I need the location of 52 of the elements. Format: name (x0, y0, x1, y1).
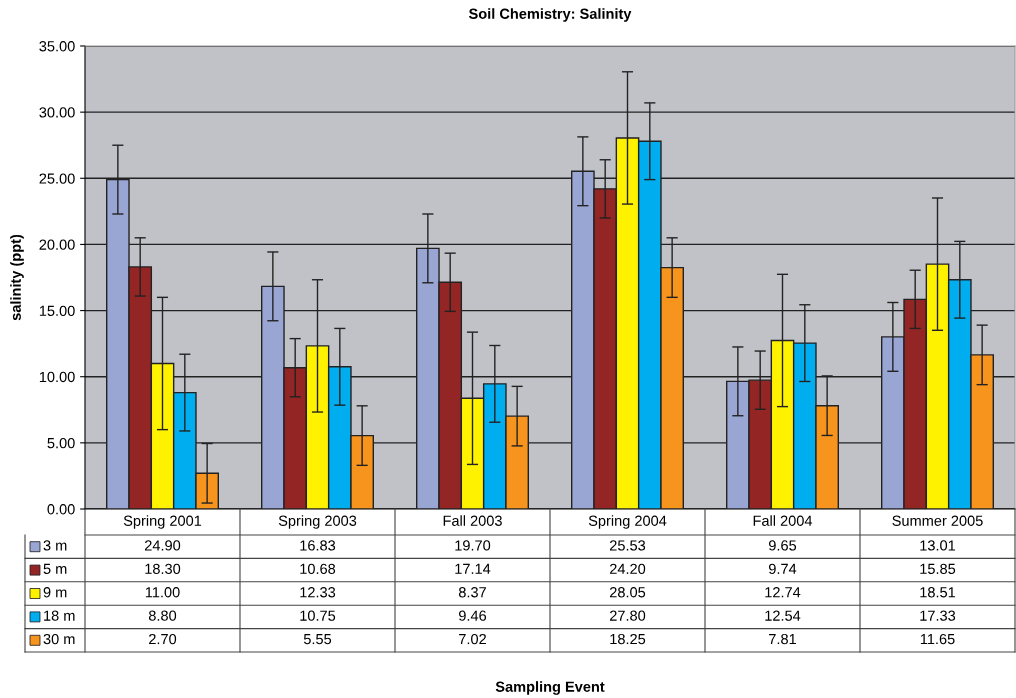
x-tick-label: Summer 2005 (892, 515, 983, 526)
chart-title: Soil Chemistry: Salinity (468, 8, 632, 22)
y-axis-title: salinity (ppt) (10, 234, 24, 321)
data-label: 15.85 (920, 563, 956, 575)
y-tick-label: 0.00 (47, 504, 75, 515)
data-label: 8.37 (458, 587, 486, 598)
data-label: 11.65 (920, 633, 955, 645)
y-tick-label: 20.00 (39, 239, 75, 250)
data-label: 16.83 (300, 540, 336, 551)
x-tick-label: Spring 2001 (123, 515, 202, 529)
data-label: 28.05 (609, 587, 646, 598)
legend-label: 18 m (44, 610, 75, 621)
y-tick-label: 15.00 (39, 305, 75, 316)
y-tick-label: 35.00 (39, 41, 75, 52)
data-label: 19.70 (455, 540, 491, 551)
data-label: 10.75 (300, 610, 336, 621)
legend-label: 5 m (43, 563, 67, 575)
x-tick-label: Fall 2004 (753, 515, 813, 526)
data-label: 27.80 (609, 610, 646, 621)
data-label: 24.20 (609, 563, 646, 575)
y-tick-label: 25.00 (39, 173, 75, 184)
legend-label: 30 m (43, 633, 75, 645)
legend-label: 3 m (43, 540, 67, 551)
x-tick-label: Spring 2004 (588, 515, 667, 529)
data-label: 9.65 (768, 540, 797, 551)
data-label: 17.33 (920, 610, 956, 621)
legend-label: 9 m (43, 587, 67, 598)
x-tick-label: Fall 2003 (443, 515, 502, 526)
x-tick-label: Spring 2003 (278, 515, 357, 529)
data-label: 5.55 (303, 634, 332, 645)
y-tick-label: 30.00 (39, 107, 75, 118)
data-label: 24.90 (144, 540, 181, 551)
data-label: 8.80 (148, 610, 177, 621)
data-label: 17.14 (455, 563, 491, 574)
data-label: 10.68 (300, 563, 336, 575)
data-label: 2.70 (149, 633, 177, 645)
data-label: 12.54 (765, 610, 801, 621)
data-label: 13.01 (920, 540, 956, 551)
data-label: 7.81 (769, 633, 796, 645)
data-label: 9.74 (768, 563, 797, 575)
y-tick-label: 10.00 (39, 371, 75, 383)
data-label: 9.46 (458, 610, 487, 621)
data-label: 18.25 (610, 633, 646, 645)
data-label: 25.53 (609, 540, 646, 551)
data-label: 7.02 (459, 633, 486, 645)
y-tick-label: 5.00 (47, 437, 75, 449)
data-label: 18.51 (920, 587, 956, 598)
data-label: 12.33 (300, 587, 336, 598)
data-label: 18.30 (145, 563, 181, 575)
text: Sampling Event (495, 681, 605, 695)
data-label: 12.74 (765, 587, 801, 598)
data-label: 11.00 (145, 587, 180, 598)
